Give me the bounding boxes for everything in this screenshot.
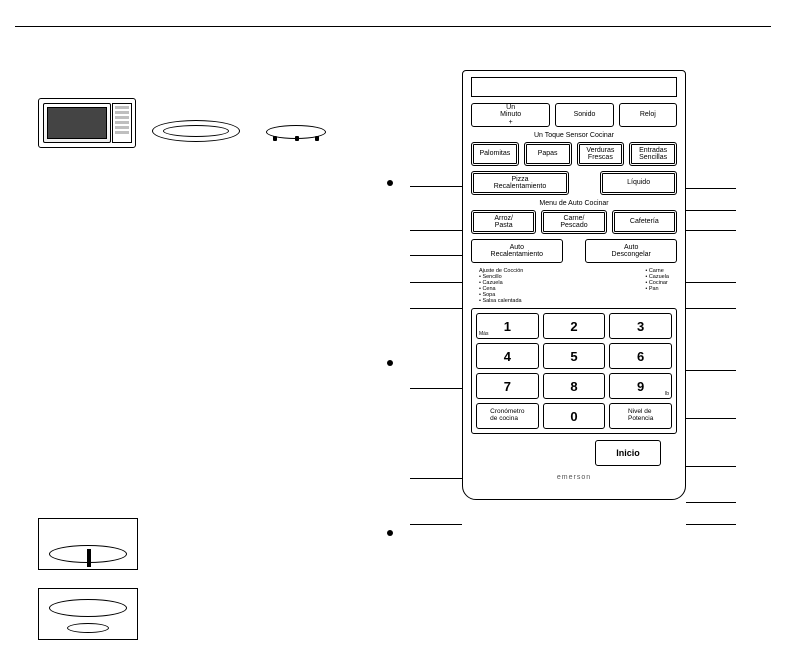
auto-descongelar-button[interactable]: Auto Descongelar: [585, 239, 677, 263]
divider-dot: [387, 180, 393, 186]
sonido-button[interactable]: Sonido: [555, 103, 613, 127]
glass-tray-illustration: [152, 120, 240, 146]
divider-dot: [387, 360, 393, 366]
key-9[interactable]: 9lb: [609, 373, 672, 399]
palomitas-button[interactable]: Palomitas: [471, 142, 519, 166]
divider-dot: [387, 530, 393, 536]
cavity-illustration-2: [38, 588, 138, 640]
cronometro-button[interactable]: Cronómetro de cocina: [476, 403, 539, 429]
carne-button[interactable]: Carne/ Pescado: [541, 210, 606, 234]
liquido-button[interactable]: Líquido: [600, 171, 677, 195]
roller-ring-illustration: [266, 125, 326, 143]
papas-button[interactable]: Papas: [524, 142, 572, 166]
entradas-button[interactable]: Entradas Sencillas: [629, 142, 677, 166]
brand-label: emerson: [471, 474, 677, 481]
auto-section-label: Menu de Auto Cocinar: [471, 200, 677, 207]
key-4[interactable]: 4: [476, 343, 539, 369]
key-5[interactable]: 5: [543, 343, 606, 369]
key-6[interactable]: 6: [609, 343, 672, 369]
top-rule: [15, 26, 771, 27]
hints-right: • Carne • Cazuela • Cocinar • Pan: [645, 268, 669, 304]
cafeteria-button[interactable]: Cafetería: [612, 210, 677, 234]
reloj-button[interactable]: Reloj: [619, 103, 677, 127]
display-window: [471, 77, 677, 97]
cavity-illustration-1: [38, 518, 138, 570]
column-divider: [390, 70, 391, 630]
key-3[interactable]: 3: [609, 313, 672, 339]
inicio-button[interactable]: Inicio: [595, 440, 661, 466]
key-0[interactable]: 0: [543, 403, 606, 429]
numeric-keypad: Más1 2 3 4 5 6 7 8 9lb Cronómetro de coc…: [471, 308, 677, 434]
arroz-button[interactable]: Arroz/ Pasta: [471, 210, 536, 234]
microwave-illustration: [38, 98, 136, 148]
control-panel: Un Minuto + Sonido Reloj Un Toque Sensor…: [462, 70, 686, 500]
un-minuto-button[interactable]: Un Minuto +: [471, 103, 550, 127]
sensor-section-label: Un Toque Sensor Cocinar: [471, 132, 677, 139]
nivel-potencia-button[interactable]: Nivel de Potencia: [609, 403, 672, 429]
auto-recalentamiento-button[interactable]: Auto Recalentamiento: [471, 239, 563, 263]
hints-left: Ajuste de Cocción • Sencillo • Cazuela •…: [479, 268, 523, 304]
key-1[interactable]: Más1: [476, 313, 539, 339]
key-7[interactable]: 7: [476, 373, 539, 399]
key-2[interactable]: 2: [543, 313, 606, 339]
pizza-button[interactable]: Pizza Recalentamiento: [471, 171, 569, 195]
verduras-button[interactable]: Verduras Frescas: [577, 142, 625, 166]
key-8[interactable]: 8: [543, 373, 606, 399]
